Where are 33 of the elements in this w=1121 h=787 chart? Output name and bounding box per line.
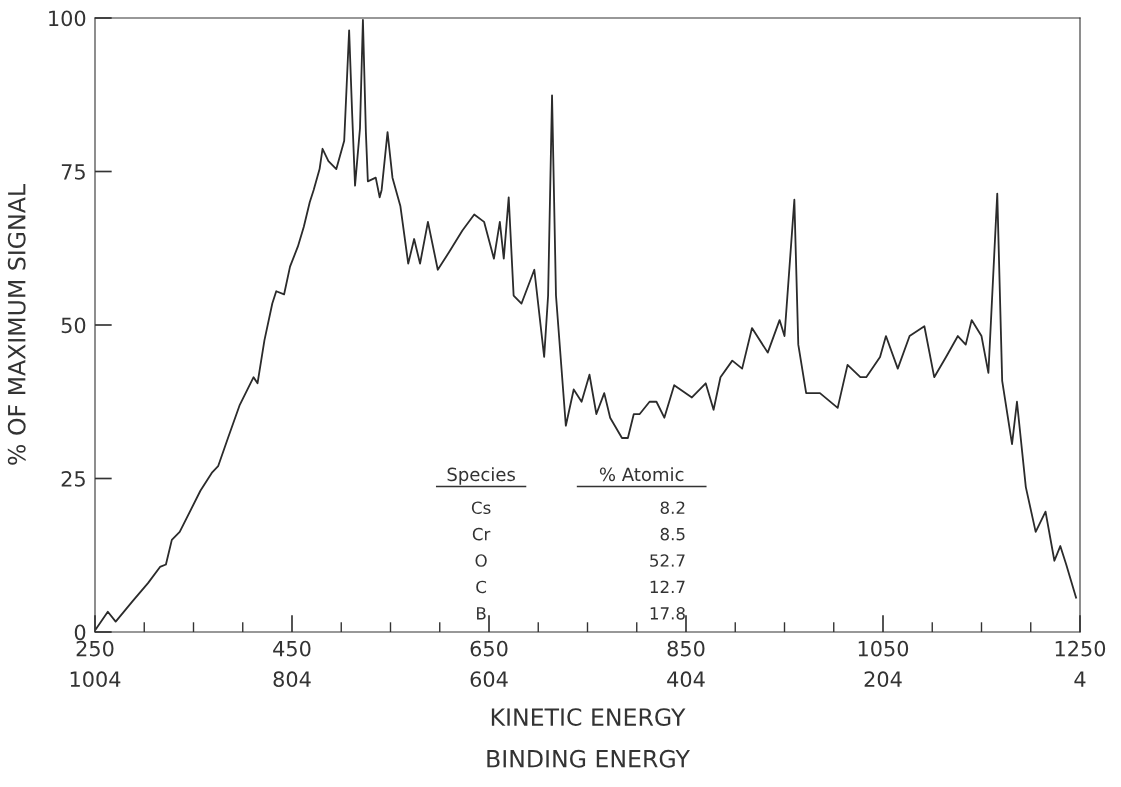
annotation: B — [477, 607, 486, 620]
x-axis-title: KINETIC ENERGY — [491, 708, 686, 726]
x-tick-label: 850 — [667, 640, 705, 657]
y-tick-label: 25 — [61, 470, 85, 487]
x-tick-label: 250 — [76, 640, 114, 657]
x-tick-label: 1050 — [858, 640, 909, 657]
x-tick-label: 650 — [470, 640, 508, 657]
annotation: % Atomic — [599, 467, 684, 482]
annotation: 8.5 — [660, 527, 685, 541]
annotation: 17.8 — [650, 607, 685, 620]
x2-tick-label: 804 — [273, 671, 311, 688]
annotation: 12.7 — [650, 580, 685, 593]
annotation: Species — [447, 467, 515, 485]
x2-tick-label: 1004 — [70, 671, 121, 688]
x2-tick-label: 404 — [667, 671, 705, 688]
annotation: C — [476, 580, 487, 594]
y-tick-label: 0 — [74, 624, 86, 641]
x-tick-label: 450 — [273, 640, 311, 657]
annotation: 52.7 — [650, 554, 685, 567]
annotation: Cs — [471, 501, 491, 515]
x2-tick-label: 604 — [470, 671, 508, 688]
x-tick-label: 1250 — [1055, 640, 1106, 657]
annotation: O — [475, 554, 487, 567]
annotation: 8.2 — [660, 501, 685, 515]
x2-axis-title: BINDING ENERGY — [487, 749, 690, 768]
y-tick-label: 50 — [61, 317, 86, 334]
line-series — [95, 18, 1077, 630]
y-tick-label: 75 — [61, 164, 85, 180]
y-axis-title: % OF MAXIMUM SIGNAL — [7, 184, 26, 465]
x2-tick-label: 204 — [864, 671, 902, 688]
y-tick-label: 100 — [49, 10, 86, 27]
annotation: Cr — [472, 527, 491, 541]
x2-tick-label: 4 — [1074, 671, 1086, 687]
